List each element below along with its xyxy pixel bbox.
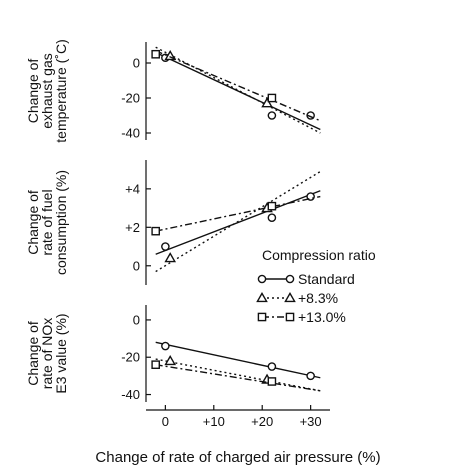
data-point-p130 [151,49,160,59]
x-tick-label: 0 [162,414,169,429]
y-tick-label: +4 [125,181,140,196]
y-axis-label-line: exhaust gas [39,53,55,129]
data-point-p83 [261,97,273,108]
y-tick-label: -40 [121,126,140,141]
data-point-p130 [267,201,277,211]
series-line-standard [155,190,321,255]
legend-item-p83: +8.3% [256,290,338,306]
y-axis-label-line: rate of NOx [39,318,55,390]
data-point-p83 [164,354,177,366]
data-point-p130 [151,360,160,369]
y-axis-label: Change ofrate of NOxE3 value (%) [25,313,69,393]
y-axis-label-line: Change of [25,59,41,124]
data-point-standard [161,242,170,251]
data-point-p130 [267,93,277,103]
panel-nox: 0 -20 -40 0 +10 +20 +30 Change ofrate of NOxE3 … [25,305,330,429]
legend-label: +13.0% [298,309,346,325]
y-axis-label-line: E3 value (%) [53,313,69,393]
y-tick-label: 0 [133,312,140,327]
data-point-standard [267,362,277,371]
y-tick-label: 0 [133,258,140,273]
data-point-p130 [151,226,160,236]
series-line-p130 [155,195,321,232]
y-axis-label-line: consumption (%) [53,170,69,275]
legend-marker [257,274,267,284]
y-tick-label: -40 [121,387,140,402]
y-axis-label-line: rate of fuel [39,189,55,255]
panel-exhaust: 0 -20 -40 Change ofexhaust gastemperature (… [25,39,321,143]
series-line-standard [155,341,321,379]
x-tick-label: +10 [203,414,225,429]
legend-marker [285,274,295,284]
y-axis-label: Change ofrate of fuelconsumption (%) [25,170,69,275]
series-line-standard [155,51,321,131]
y-tick-label: 0 [133,56,140,71]
series-line-p130 [155,364,321,392]
y-axis-label-line: temperature (˚C) [53,39,69,142]
x-axis-label: Change of rate of charged air pressure (… [95,449,380,466]
y-tick-label: +2 [125,220,140,235]
legend-title: Compression ratio [262,247,376,263]
series-line-p130 [155,50,321,122]
data-point-standard [267,111,277,120]
legend-marker [284,291,296,303]
legend-item-standard: Standard [257,271,355,287]
legend-marker [285,312,295,322]
x-tick-label: +20 [251,414,273,429]
series-line-p83 [155,358,321,392]
y-tick-label: -20 [121,91,140,106]
panel-fuel: +4 +2 0 Change ofrate of fuelconsumption (%… [25,160,321,285]
series-line-p83 [155,170,321,273]
data-point-standard [306,371,315,381]
data-point-p130 [267,377,277,386]
legend-label: +8.3% [298,290,338,306]
legend-items: Standard +8.3% +13.0% [256,271,355,325]
y-axis-label: Change ofexhaust gastemperature (˚C) [25,39,69,142]
y-tick-label: -20 [121,350,140,365]
legend: Compression ratio Standard +8.3% +13.0% [256,247,376,325]
data-point-p83 [164,252,177,263]
legend-item-p130: +13.0% [257,309,346,325]
data-point-standard [267,213,277,222]
y-axis-label-line: Change of [25,190,41,255]
legend-label: Standard [298,271,355,287]
y-axis-label-line: Change of [25,321,41,386]
x-tick-label: +30 [300,414,322,429]
series-line-p83 [155,46,321,134]
legend-marker [256,291,268,303]
legend-marker [257,312,267,322]
data-point-standard [161,341,170,351]
